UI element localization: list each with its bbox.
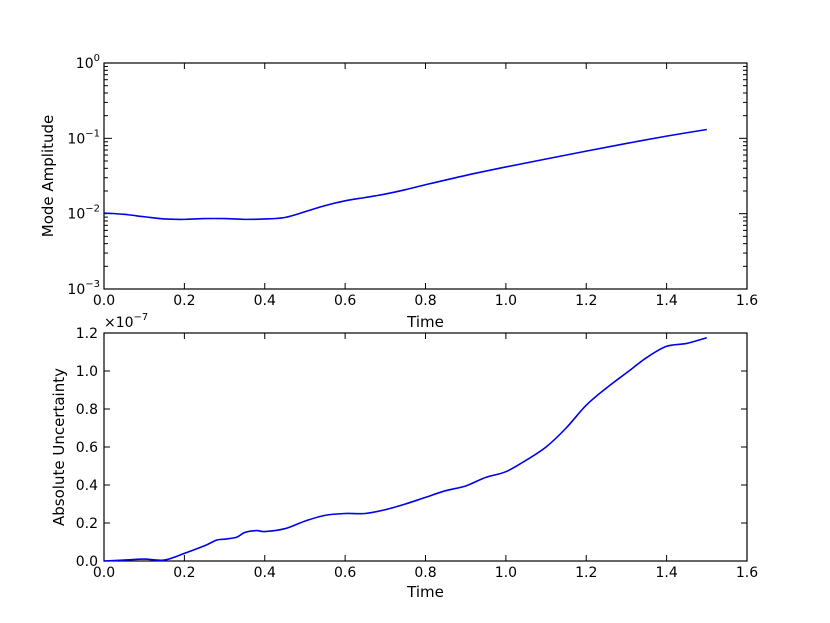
- y-tick-label: 1.0: [76, 364, 98, 380]
- x-axis-label-bottom: Time: [406, 583, 444, 601]
- x-axis-bottom-chart: 0.0 0.2 0.4 0.6 0.8 1.0 1.2 1.4 1.6: [93, 333, 758, 581]
- y-axis-label-top: Mode Amplitude: [39, 115, 57, 238]
- x-tick-label: 0.8: [414, 293, 436, 309]
- y-tick-label: 1.2: [76, 326, 98, 342]
- y-tick-label: 0.4: [76, 478, 98, 494]
- x-tick-label: 0.6: [334, 293, 356, 309]
- y-tick-label: 10−1: [67, 128, 100, 147]
- x-axis-top-chart: 0.0 0.2 0.4 0.6 0.8 1.0 1.2 1.4 1.6: [93, 63, 758, 309]
- y-tick-label: 0.8: [76, 402, 98, 418]
- x-tick-label: 0.6: [334, 565, 356, 581]
- x-tick-label: 1.0: [495, 565, 517, 581]
- y-axis-label-bottom: Absolute Uncertainty: [50, 368, 68, 526]
- x-tick-label: 1.4: [655, 293, 677, 309]
- x-tick-label: 0.2: [173, 565, 195, 581]
- y-tick-base: 10: [76, 56, 94, 72]
- x-tick-label: 1.6: [736, 293, 758, 309]
- x-tick-label: 0.2: [173, 293, 195, 309]
- x-tick-label: 1.2: [575, 293, 597, 309]
- y-tick-base: 10: [67, 131, 85, 147]
- y-tick-exponent: −2: [85, 204, 100, 215]
- x-tick-label: 0.8: [414, 565, 436, 581]
- y-tick-label: 10−3: [67, 279, 100, 298]
- y-tick-label: 100: [76, 53, 100, 72]
- x-tick-label: 1.4: [655, 565, 677, 581]
- chart-absolute-uncertainty: 0.0 0.2 0.4 0.6 0.8 1.0 1.2 1.4 1.6 0.0 0.2 0.4 0.6…: [50, 312, 758, 601]
- y-tick-base: 10: [67, 207, 85, 223]
- x-axis-label-top: Time: [406, 313, 444, 331]
- y-tick-label: 0.6: [76, 440, 98, 456]
- x-tick-label: 1.0: [495, 293, 517, 309]
- x-tick-label: 1.6: [736, 565, 758, 581]
- x-tick-label: 0.0: [93, 293, 115, 309]
- y-tick-exponent: 0: [94, 53, 100, 64]
- y-offset-base: ×10: [104, 315, 134, 331]
- mode-amplitude-line: [103, 128, 707, 221]
- y-tick-exponent: −3: [85, 279, 100, 290]
- x-tick-label: 0.4: [254, 565, 276, 581]
- y-tick-label: 10−2: [67, 204, 100, 223]
- x-tick-label: 0.0: [93, 565, 115, 581]
- x-tick-label: 1.2: [575, 565, 597, 581]
- chart-mode-amplitude: 0.0 0.2 0.4 0.6 0.8 1.0 1.2 1.4 1.6 10−310−210−1…: [39, 53, 758, 331]
- y-offset-exponent: −7: [134, 312, 149, 323]
- absolute-uncertainty-line: [103, 336, 708, 562]
- y-tick-exponent: −1: [85, 128, 100, 139]
- y-tick-label: 0.0: [76, 554, 98, 570]
- y-tick-base: 10: [67, 282, 85, 298]
- y-tick-label: 0.2: [76, 516, 98, 532]
- x-tick-label: 0.4: [254, 293, 276, 309]
- y-offset-text: ×10−7: [104, 312, 148, 331]
